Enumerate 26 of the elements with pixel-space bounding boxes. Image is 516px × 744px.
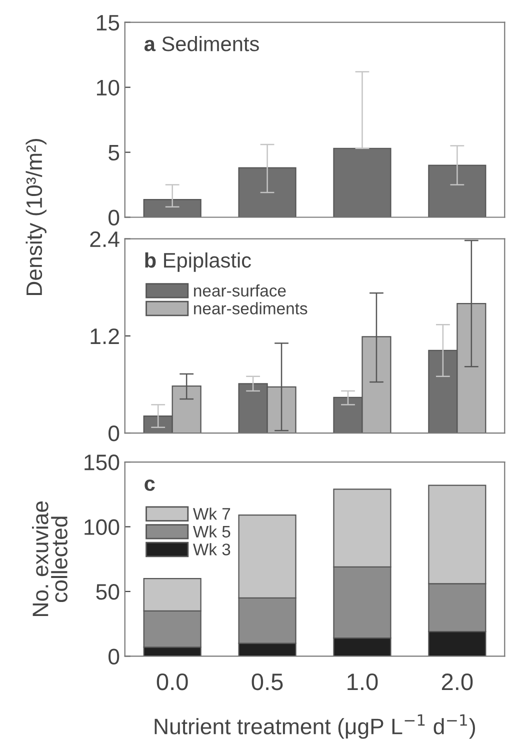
legend-label: Wk 3 — [193, 543, 230, 556]
y-tick-label: 50 — [96, 584, 120, 600]
x-axis-title: Nutrient treatment (μgP L$^{−1}$ d$^{−1}$) — [154, 714, 475, 739]
y-tick-label: 0 — [108, 648, 120, 664]
x-tick-label: 0.5 — [252, 674, 283, 690]
legend-label: near-sediments — [194, 302, 308, 314]
y-tick-label: 0 — [108, 426, 120, 442]
legend-label: Wk 5 — [193, 525, 230, 538]
y-tick-label: 10 — [96, 80, 120, 96]
legend-label: near-surface — [194, 284, 286, 297]
y-tick-label: 100 — [84, 519, 120, 536]
x-tick-label: 0.0 — [156, 674, 188, 690]
y-tick-label: 0 — [108, 210, 120, 226]
legend-label: Wk 7 — [193, 508, 230, 520]
text: c — [144, 480, 155, 491]
x-tick-label: 1.0 — [348, 674, 378, 690]
y-axis-title: Density (10³/m²) — [26, 138, 46, 296]
x-tick-label: 2.0 — [442, 674, 473, 690]
y-tick-label: 1.2 — [90, 328, 119, 344]
y-tick-label: 2.4 — [90, 231, 120, 247]
y-tick-label: 5 — [108, 145, 120, 161]
text: b Epiplastic — [145, 252, 251, 272]
text: a Sediments — [144, 36, 259, 52]
y-axis-title: No. exuviae collected — [32, 501, 68, 616]
y-tick-label: 150 — [84, 454, 120, 470]
y-tick-label: 15 — [96, 15, 120, 31]
